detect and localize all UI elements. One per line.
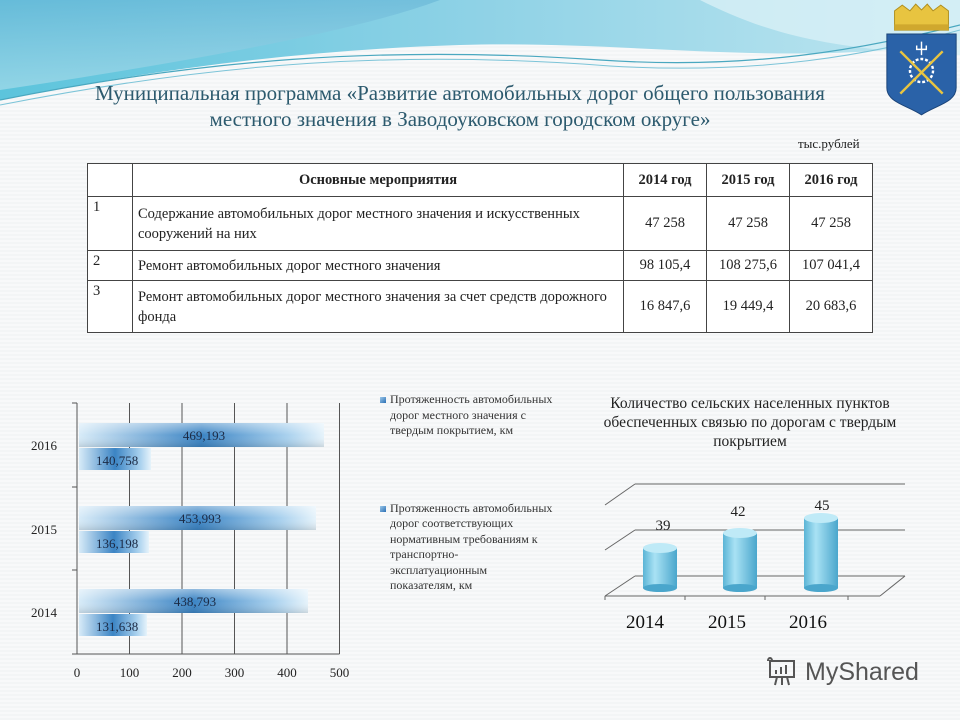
row-num: 3 xyxy=(87,280,133,333)
row-2015: 108 275,6 xyxy=(706,250,790,281)
header-activities: Основные мероприятия xyxy=(132,163,624,197)
activities-table: Основные мероприятия 2014 год 2015 год 2… xyxy=(87,163,873,333)
legend-swatch-icon xyxy=(380,505,386,512)
legend-swatch-icon xyxy=(380,397,386,403)
coat-of-arms-icon xyxy=(886,3,957,116)
legend-label: Протяженность автомобильных дорог соотве… xyxy=(390,500,553,593)
row-2016: 47 258 xyxy=(789,196,873,251)
header-2016: 2016 год xyxy=(789,163,873,197)
row-2014: 98 105,4 xyxy=(623,250,707,281)
row-num: 2 xyxy=(87,250,133,281)
watermark: MyShared xyxy=(765,655,919,689)
table-row: 1 Содержание автомобильных дорог местног… xyxy=(87,196,873,251)
title-line-2: местного значения в Заводоуковском город… xyxy=(209,107,711,131)
legend-item-normative: Протяженность автомобильных дорог соотве… xyxy=(380,501,555,594)
row-name: Ремонт автомобильных дорог местного знач… xyxy=(132,250,624,281)
legend-item-hard-surface: Протяженность автомобильных дорог местно… xyxy=(380,392,555,439)
table-row: 2 Ремонт автомобильных дорог местного зн… xyxy=(87,250,873,281)
row-2016: 20 683,6 xyxy=(789,280,873,333)
unit-label: тыс.рублей xyxy=(798,136,860,151)
row-2014: 47 258 xyxy=(623,196,707,251)
header-2015: 2015 год xyxy=(706,163,790,197)
title-line-1: Муниципальная программа «Развитие автомо… xyxy=(95,81,825,105)
row-num: 1 xyxy=(87,196,133,251)
header-2014: 2014 год xyxy=(623,163,707,197)
row-name: Содержание автомобильных дорог местного … xyxy=(132,196,624,251)
row-2014: 16 847,6 xyxy=(623,280,707,333)
row-2016: 107 041,4 xyxy=(789,250,873,281)
table-header-row: Основные мероприятия 2014 год 2015 год 2… xyxy=(87,163,873,197)
row-2015: 47 258 xyxy=(706,196,790,251)
bar-chart-legend: Протяженность автомобильных дорог местно… xyxy=(380,392,555,594)
watermark-text: MyShared xyxy=(805,657,919,686)
legend-label: Протяженность автомобильных дорог местно… xyxy=(390,392,553,437)
row-2015: 19 449,4 xyxy=(706,280,790,333)
row-name: Ремонт автомобильных дорог местного знач… xyxy=(132,280,624,333)
header-num xyxy=(87,163,133,197)
cylinder-chart-title: Количество сельских населенных пунктов о… xyxy=(603,395,897,450)
table-row: 3 Ремонт автомобильных дорог местного зн… xyxy=(87,280,873,333)
presentation-board-icon xyxy=(767,657,795,686)
page-title: Муниципальная программа «Развитие автомо… xyxy=(30,80,890,132)
